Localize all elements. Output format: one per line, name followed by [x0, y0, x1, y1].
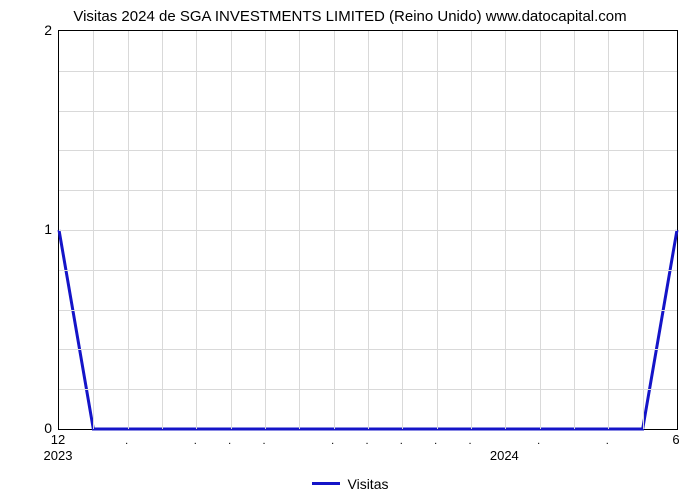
plot-area	[58, 30, 678, 430]
x-axis-minor-tick: .	[365, 435, 368, 447]
y-axis-label: 1	[12, 221, 52, 237]
x-axis-minor-tick: .	[468, 435, 471, 447]
x-axis-minor-tick: .	[228, 435, 231, 447]
x-axis-minor-tick: .	[262, 435, 265, 447]
x-axis-minor-tick: .	[331, 435, 334, 447]
legend-label: Visitas	[348, 476, 389, 492]
x-axis-minor-tick: .	[537, 435, 540, 447]
y-axis-label: 0	[12, 420, 52, 436]
chart-title: Visitas 2024 de SGA INVESTMENTS LIMITED …	[0, 8, 700, 25]
x-axis-minor-tick: .	[606, 435, 609, 447]
x-axis-minor-tick: .	[434, 435, 437, 447]
legend-swatch	[312, 482, 340, 485]
x-axis-month-label: 6	[672, 432, 679, 447]
x-axis-minor-tick: .	[194, 435, 197, 447]
chart-container: Visitas 2024 de SGA INVESTMENTS LIMITED …	[0, 0, 700, 500]
y-axis-label: 2	[12, 22, 52, 38]
x-axis-year-label: 2024	[490, 448, 519, 463]
x-axis-minor-tick: .	[125, 435, 128, 447]
x-axis-year-label: 2023	[44, 448, 73, 463]
legend: Visitas	[0, 472, 700, 492]
x-axis-minor-tick: .	[400, 435, 403, 447]
x-axis-month-label: 12	[51, 432, 65, 447]
